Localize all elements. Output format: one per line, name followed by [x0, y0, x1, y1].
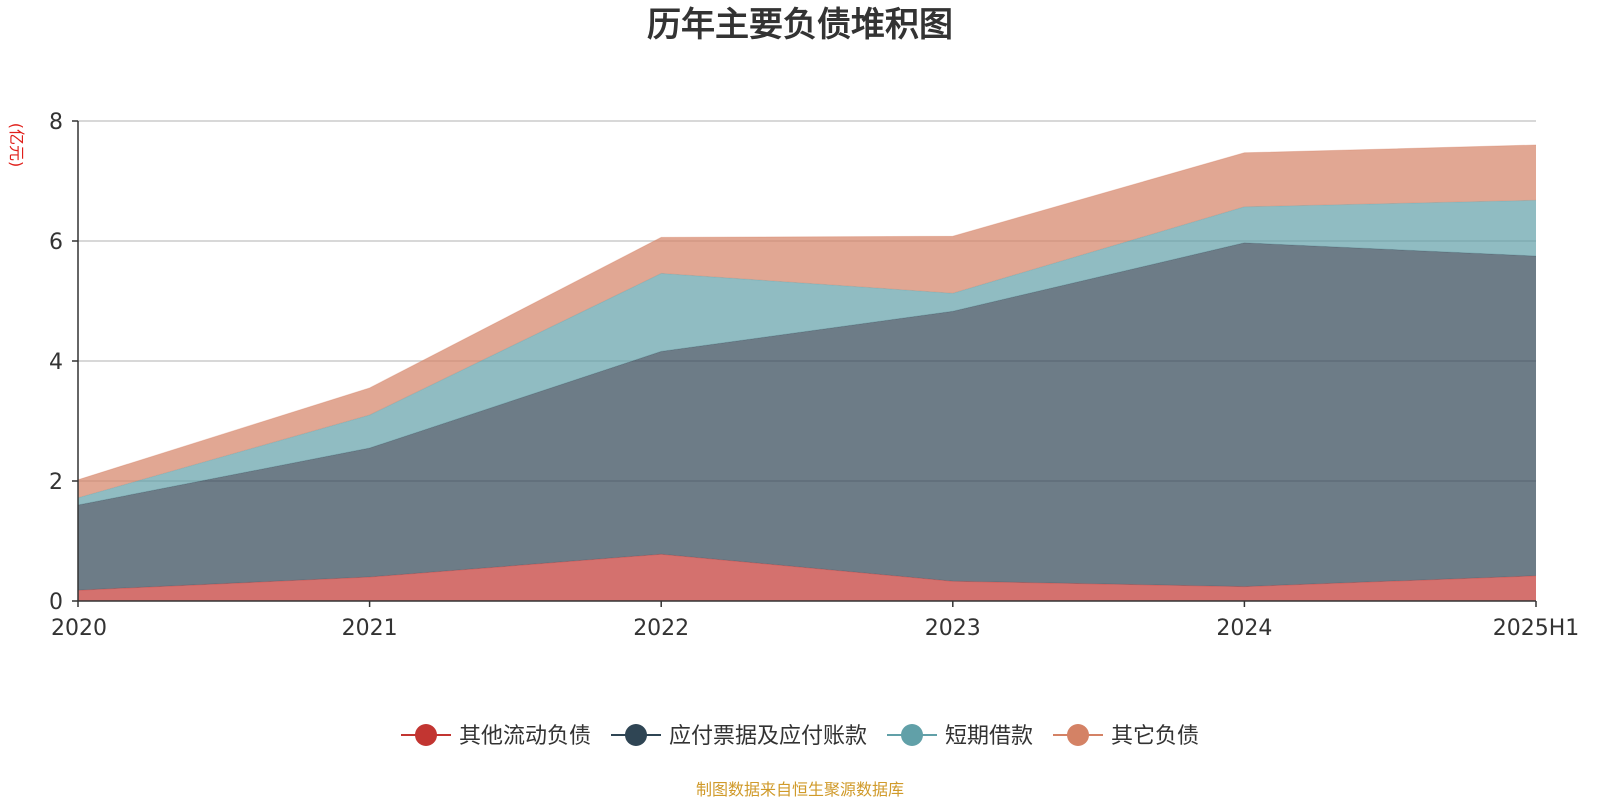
legend-item-2[interactable]: 短期借款 [887, 724, 1033, 749]
x-tick-label: 2020 [51, 616, 107, 641]
y-tick-label: 6 [49, 230, 63, 255]
x-tick-label: 2022 [633, 616, 689, 641]
source-note: 制图数据来自恒生聚源数据库 [696, 780, 904, 799]
legend-dot-marker [901, 724, 923, 746]
chart-title: 历年主要负债堆积图 [647, 5, 953, 45]
x-tick-label: 2025H1 [1493, 616, 1580, 641]
area-series-3 [78, 145, 1536, 498]
x-tick-label: 2024 [1216, 616, 1272, 641]
legend[interactable]: 其他流动负债 应付票据及应付账款 短期借款 其它负债 [401, 724, 1199, 749]
x-tick-label: 2021 [342, 616, 398, 641]
area-series-2 [78, 200, 1536, 505]
y-tick-label: 0 [49, 590, 63, 615]
area-series-1 [78, 242, 1536, 591]
area-edge-series-3 [77, 144, 1537, 481]
axes [77, 121, 1537, 607]
legend-item-1[interactable]: 应付票据及应付账款 [611, 724, 867, 749]
stacked-areas [77, 144, 1537, 601]
y-tick-labels: 0 2 4 6 8 [49, 110, 63, 615]
y-tick-label: 8 [49, 110, 63, 135]
legend-item-0[interactable]: 其他流动负债 [401, 724, 591, 749]
area-series-0 [78, 554, 1536, 601]
legend-dot-marker [625, 724, 647, 746]
y-tick-label: 4 [49, 350, 63, 375]
x-tick-labels: 2020 2021 2022 2023 2024 2025H1 [51, 616, 1579, 641]
legend-dot-marker [415, 724, 437, 746]
y-tick-label: 2 [49, 470, 63, 495]
legend-label: 短期借款 [945, 724, 1033, 749]
legend-item-3[interactable]: 其它负债 [1053, 724, 1199, 749]
x-tick-label: 2023 [925, 616, 981, 641]
y-axis-unit: (亿元) [7, 123, 26, 168]
legend-label: 其它负债 [1111, 724, 1199, 749]
legend-dot-marker [1067, 724, 1089, 746]
legend-label: 应付票据及应付账款 [669, 724, 867, 749]
legend-label: 其他流动负债 [459, 724, 591, 749]
